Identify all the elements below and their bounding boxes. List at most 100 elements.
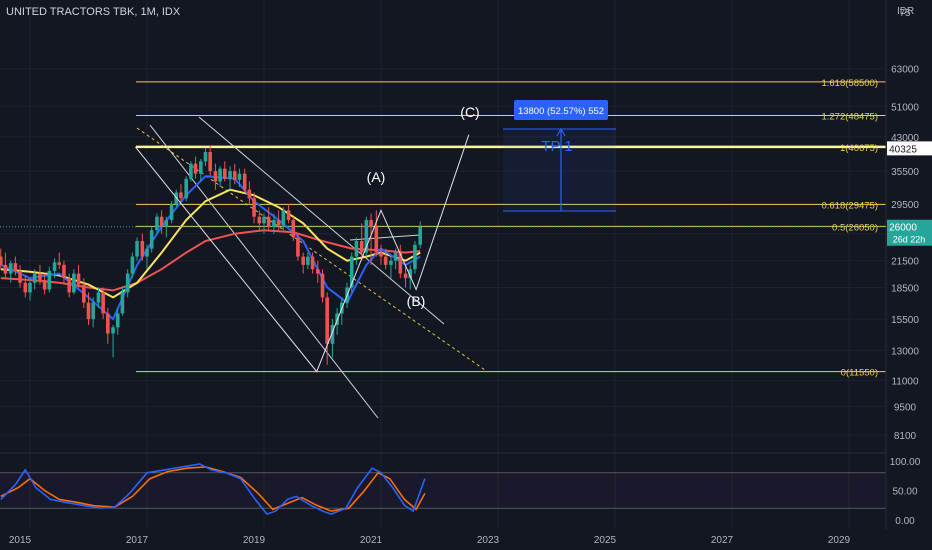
candle-body bbox=[413, 244, 417, 270]
candle-body bbox=[330, 324, 335, 344]
candle-body bbox=[169, 204, 174, 221]
time-tick-label: 2027 bbox=[711, 535, 734, 546]
upper-trendline bbox=[198, 116, 445, 325]
candle-body bbox=[320, 273, 325, 298]
fib-level-label: 1(40675) bbox=[840, 143, 878, 154]
candle-body bbox=[359, 241, 364, 253]
candle-body bbox=[213, 171, 218, 182]
candle-body bbox=[106, 313, 110, 334]
symbol-title[interactable]: UNITED TRACTORS TBK, 1M, IDX bbox=[6, 6, 181, 18]
tp-label: TP 1 bbox=[541, 138, 572, 155]
candle-body bbox=[281, 210, 286, 226]
wave-c-label: (C) bbox=[460, 104, 479, 120]
fib-level-label: 0(11550) bbox=[841, 368, 878, 379]
measure-arrow-head bbox=[556, 127, 566, 137]
price-tick-label: 51000 bbox=[891, 102, 919, 113]
price-tick-label: 29500 bbox=[891, 200, 919, 211]
candle-body bbox=[57, 262, 62, 265]
candle-body bbox=[115, 313, 120, 328]
stoch-tick-label: 100.00 bbox=[890, 457, 921, 468]
price-tick-label: 11000 bbox=[891, 376, 919, 387]
price-tick-label: 35500 bbox=[891, 167, 919, 178]
candle-body bbox=[310, 256, 315, 270]
wave-projection bbox=[134, 134, 470, 373]
price-tick-label: 75 bbox=[899, 8, 911, 19]
ma-yellow-line bbox=[0, 188, 421, 299]
stoch-axis[interactable]: 100.00 50.00 0.00 bbox=[890, 457, 921, 527]
stochastic-panel bbox=[0, 463, 426, 516]
candle-body bbox=[42, 279, 47, 290]
candle-body bbox=[203, 152, 208, 162]
wave-path bbox=[134, 134, 470, 373]
candle-body bbox=[286, 210, 291, 221]
candle-body bbox=[364, 220, 369, 253]
time-tick-label: 2023 bbox=[477, 535, 500, 546]
stoch-k-line bbox=[0, 463, 426, 516]
candle-body bbox=[3, 264, 8, 274]
candle-body bbox=[8, 263, 13, 274]
time-tick-label: 2015 bbox=[9, 535, 32, 546]
candle-body bbox=[164, 220, 169, 227]
price-tick-label: 8100 bbox=[894, 431, 917, 442]
candle-body bbox=[349, 256, 354, 288]
candle-body bbox=[276, 220, 281, 226]
candle-body bbox=[257, 216, 262, 224]
candle-body bbox=[159, 216, 164, 227]
price-gridlines bbox=[0, 0, 886, 530]
wave-b-label: (B) bbox=[407, 293, 426, 309]
currency-label: IDR bbox=[897, 6, 915, 17]
candle-body bbox=[379, 252, 383, 257]
candle-body bbox=[272, 220, 276, 227]
candle-body bbox=[23, 282, 28, 293]
fib-levels: 1.618(58500) 1.272(48475) 1(40675) 0.618(29… bbox=[136, 78, 886, 379]
candle-body bbox=[291, 220, 296, 238]
candle-body bbox=[86, 302, 91, 320]
candles bbox=[0, 145, 422, 365]
time-tick-label: 2025 bbox=[594, 535, 617, 546]
candle-body bbox=[301, 256, 305, 265]
measure-box bbox=[503, 129, 616, 212]
candle-body bbox=[189, 163, 193, 179]
price-tick-label: 63000 bbox=[891, 65, 919, 76]
candle-body bbox=[383, 256, 388, 265]
candle-body bbox=[149, 230, 154, 249]
candle-body bbox=[179, 192, 183, 199]
price-tick-label: 13000 bbox=[891, 347, 919, 358]
fib-level-label: 0.618(29475) bbox=[821, 200, 878, 211]
price-tick-label: 43000 bbox=[891, 133, 919, 144]
candle-body bbox=[91, 302, 95, 320]
candle-body bbox=[232, 171, 237, 180]
candle-body bbox=[0, 256, 3, 265]
wave-labels: (A) (B) (C) bbox=[367, 104, 480, 309]
price-tick-label: 15500 bbox=[891, 315, 919, 326]
candle-body bbox=[247, 189, 252, 199]
candle-body bbox=[403, 273, 408, 279]
measure-tool: 13800 (52.57%) 552 TP 1 bbox=[503, 100, 616, 212]
candle-body bbox=[38, 273, 42, 280]
candle-body bbox=[262, 216, 266, 224]
time-axis[interactable]: 2015 2017 2019 2021 2023 2025 2027 2029 bbox=[9, 535, 851, 546]
candle-body bbox=[228, 171, 232, 179]
candle-body bbox=[393, 252, 398, 261]
candle-body bbox=[325, 297, 329, 344]
candle-body bbox=[316, 269, 320, 274]
candle-body bbox=[47, 270, 52, 290]
price-tick-label: 9500 bbox=[894, 403, 917, 414]
price-tag-box bbox=[887, 141, 932, 156]
fib-level-label: 1.272(48475) bbox=[821, 112, 878, 123]
candle-body bbox=[130, 256, 135, 274]
candle-body bbox=[354, 241, 359, 257]
candle-body bbox=[125, 273, 130, 293]
stoch-tick-label: 50.00 bbox=[892, 487, 917, 498]
candle-body bbox=[120, 292, 125, 314]
candle-body bbox=[72, 273, 76, 293]
candle-body bbox=[140, 241, 145, 257]
price-tag-value: 40325 bbox=[889, 144, 917, 155]
candle-body bbox=[218, 168, 222, 182]
candle-body bbox=[184, 178, 188, 199]
candle-body bbox=[266, 216, 271, 227]
stoch-band bbox=[0, 472, 886, 509]
candle-body bbox=[155, 216, 159, 231]
lower-trendline bbox=[149, 124, 379, 419]
